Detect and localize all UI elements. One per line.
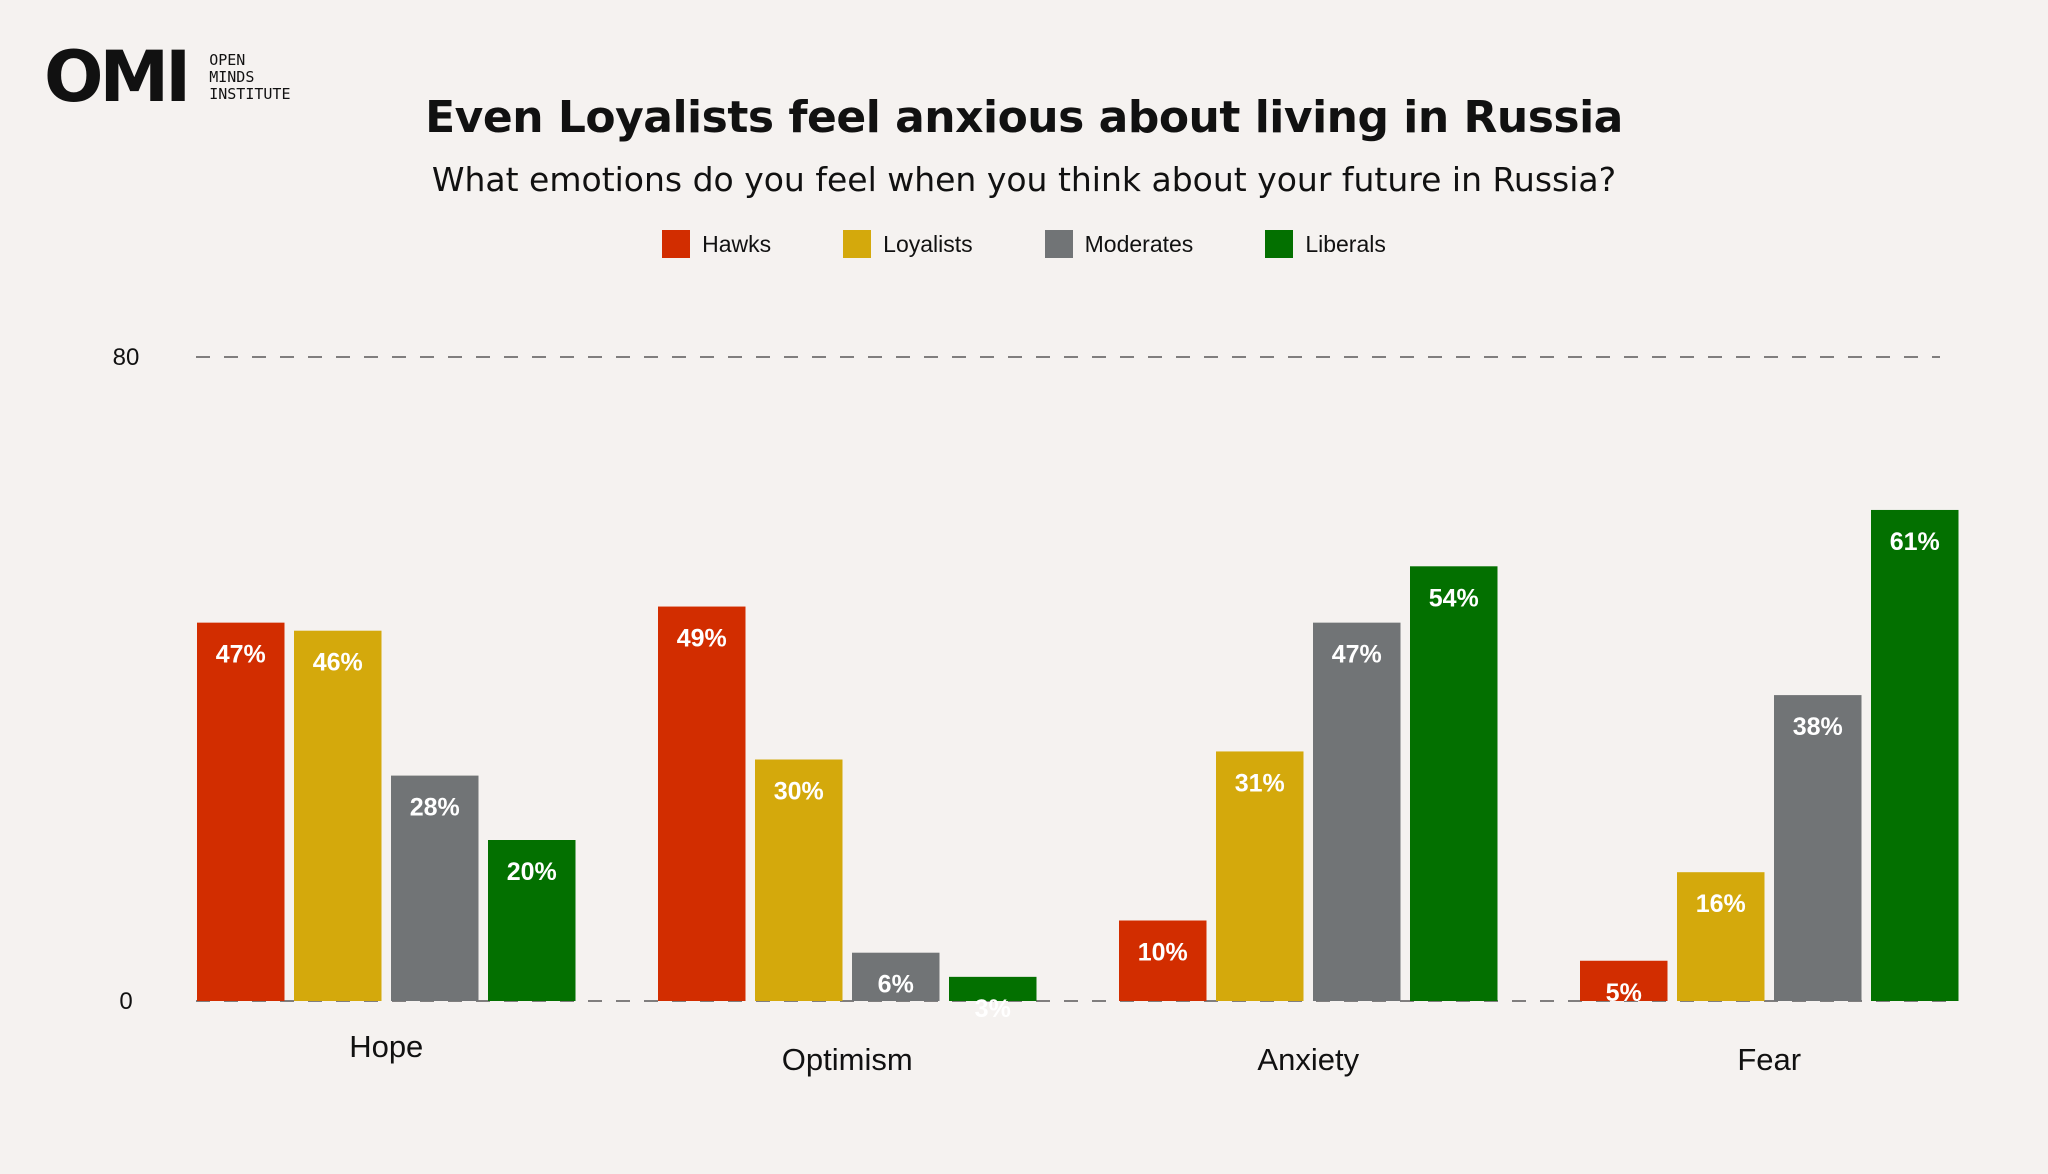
bar-fear-liberals [1871, 509, 1959, 1001]
bar-fear-moderates [1774, 695, 1862, 1001]
legend-label-hawks: Hawks [702, 230, 772, 257]
legend-swatch-hawks [662, 230, 691, 258]
bar-hope-loyalists [294, 630, 382, 1001]
bar-optimism-loyalists [755, 759, 843, 1001]
chart-title: Even Loyalists feel anxious about living… [425, 92, 1623, 143]
data-label-optimism-moderates: 6% [878, 971, 914, 999]
data-label-anxiety-hawks: 10% [1138, 939, 1188, 967]
data-label-hope-hawks: 47% [216, 641, 266, 669]
legend: Hawks Loyalists Moderates Liberals [0, 230, 2048, 258]
data-label-fear-liberals: 61% [1890, 528, 1940, 556]
legend-label-liberals: Liberals [1305, 230, 1386, 257]
logo-line-open: OPEN [209, 50, 246, 69]
data-label-anxiety-liberals: 54% [1429, 584, 1479, 612]
legend-swatch-loyalists [843, 230, 872, 258]
data-label-fear-hawks: 5% [1606, 979, 1642, 1007]
bar-anxiety-moderates [1313, 622, 1401, 1001]
bar-optimism-moderates [852, 952, 940, 1001]
legend-swatch-moderates [1044, 230, 1073, 258]
x-tick-label-optimism: Optimism [782, 1042, 913, 1077]
bar-optimism-hawks [658, 606, 746, 1001]
legend-label-moderates: Moderates [1084, 230, 1194, 257]
bar-anxiety-loyalists [1216, 751, 1304, 1001]
data-label-optimism-hawks: 49% [677, 625, 727, 653]
data-label-hope-moderates: 28% [410, 794, 460, 822]
data-label-hope-liberals: 20% [507, 858, 557, 886]
legend-item-liberals: Liberals [1265, 230, 1386, 258]
y-tick-label-0: 0 [119, 988, 132, 1015]
x-tick-label-fear: Fear [1737, 1042, 1801, 1077]
y-tick-label-80: 80 [113, 344, 140, 371]
legend-swatch-liberals [1265, 230, 1294, 258]
logo-line-institute: INSTITUTE [209, 84, 291, 103]
data-label-fear-moderates: 38% [1793, 713, 1843, 741]
bar-anxiety-hawks [1119, 920, 1207, 1001]
omi-logo: OMI OPEN MINDS INSTITUTE [44, 42, 291, 112]
data-label-optimism-loyalists: 30% [774, 778, 824, 806]
x-tick-label-anxiety: Anxiety [1257, 1042, 1359, 1077]
bar-anxiety-liberals [1410, 566, 1498, 1001]
legend-item-loyalists: Loyalists [843, 230, 973, 258]
data-label-fear-loyalists: 16% [1696, 890, 1746, 918]
logo-mark: OMI [44, 36, 191, 118]
bar-hope-hawks [197, 622, 285, 1001]
bar-fear-loyalists [1677, 872, 1765, 1001]
x-tick-label-hope: Hope [349, 1029, 423, 1064]
bar-optimism-liberals [949, 976, 1037, 1001]
chart-subtitle: What emotions do you feel when you think… [431, 160, 1617, 199]
data-label-anxiety-loyalists: 31% [1235, 769, 1285, 797]
logo-line-minds: MINDS [209, 67, 255, 86]
legend-label-loyalists: Loyalists [883, 230, 973, 257]
bar-hope-liberals [488, 840, 576, 1001]
bar-fear-hawks [1580, 960, 1668, 1001]
legend-item-hawks: Hawks [662, 230, 771, 258]
data-label-hope-loyalists: 46% [313, 649, 363, 677]
legend-item-moderates: Moderates [1044, 230, 1194, 258]
logo-text: OPEN MINDS INSTITUTE [209, 50, 291, 103]
data-label-anxiety-moderates: 47% [1332, 641, 1382, 669]
bar-hope-moderates [391, 775, 479, 1001]
data-label-optimism-liberals: 3% [975, 995, 1011, 1023]
